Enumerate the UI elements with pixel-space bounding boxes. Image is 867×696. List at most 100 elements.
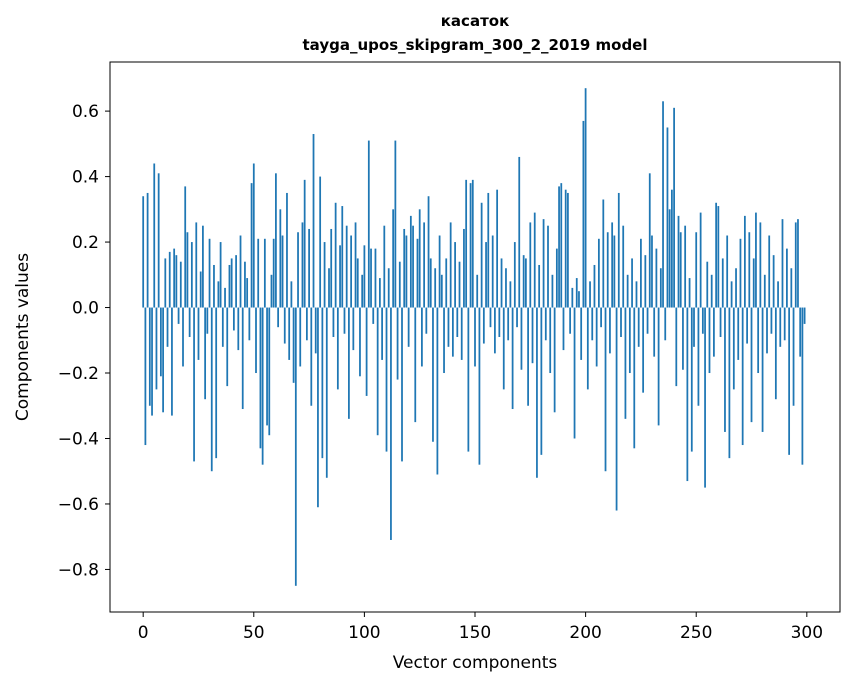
bar (449, 222, 452, 308)
bar (591, 307, 594, 341)
bar (474, 307, 476, 367)
bar (416, 238, 419, 308)
bar (281, 235, 284, 308)
x-tick-label: 300 (791, 623, 823, 643)
bar (735, 268, 737, 308)
bar (606, 232, 609, 308)
bar (748, 232, 751, 308)
bar (777, 281, 779, 308)
bar (175, 255, 178, 308)
bar (372, 307, 375, 324)
bar (564, 189, 567, 308)
bar (719, 307, 722, 337)
bar (509, 281, 512, 308)
bar (292, 307, 295, 383)
bar (471, 179, 474, 308)
bar (679, 232, 682, 308)
bar (312, 134, 315, 308)
bar (451, 307, 454, 357)
bar (336, 307, 339, 390)
y-tick-label: 0.2 (72, 233, 99, 253)
bar (186, 232, 189, 308)
bar (792, 307, 795, 406)
bar (345, 225, 348, 308)
bar (575, 278, 578, 308)
bar (299, 307, 302, 367)
bar (502, 307, 505, 390)
bar (215, 307, 218, 459)
bar (589, 281, 591, 308)
bar (670, 189, 673, 308)
bar (429, 258, 432, 308)
bar (142, 196, 145, 308)
bar (241, 307, 244, 410)
bar (498, 307, 501, 337)
bar (708, 307, 711, 374)
bar (604, 307, 607, 472)
bar (438, 235, 441, 308)
bar (781, 219, 784, 308)
bar (195, 222, 198, 308)
bar (487, 192, 490, 308)
bar (628, 307, 631, 374)
bar (600, 307, 602, 328)
bar (427, 196, 430, 308)
bar (261, 307, 264, 465)
bar (520, 307, 523, 370)
bar (699, 212, 702, 308)
y-tick-label: 0.4 (72, 168, 99, 188)
bar (529, 222, 532, 308)
bar (664, 307, 667, 341)
bar (571, 287, 574, 308)
bar (155, 307, 158, 390)
bar (365, 307, 368, 396)
bar (746, 307, 748, 344)
bar (445, 258, 448, 308)
bar (686, 307, 689, 482)
bar (286, 192, 288, 308)
bar (637, 307, 640, 347)
bar (447, 307, 450, 347)
x-tick-label: 100 (348, 623, 380, 643)
bar (246, 278, 249, 308)
bar (146, 192, 149, 308)
bar (425, 307, 428, 334)
bar (456, 307, 459, 337)
bar (396, 307, 399, 380)
bar (248, 307, 251, 341)
bar (478, 307, 481, 465)
bar (279, 209, 282, 308)
bar (250, 183, 253, 308)
bar (485, 242, 487, 308)
bar (690, 307, 693, 452)
bar (494, 307, 496, 354)
bar (602, 199, 605, 308)
bar (772, 255, 775, 308)
bar (732, 307, 735, 390)
bar (609, 307, 611, 354)
bar (755, 212, 757, 308)
x-tick-label: 50 (243, 623, 265, 643)
bar (633, 307, 636, 449)
bar (443, 307, 445, 374)
bar (332, 307, 335, 337)
bar (144, 307, 147, 446)
bar (288, 307, 291, 360)
bar (701, 307, 704, 334)
bar (263, 238, 266, 308)
bar (252, 163, 255, 308)
bar (314, 307, 317, 354)
bar (666, 127, 669, 308)
y-axis-label: Components values (13, 253, 33, 421)
bar (297, 232, 299, 308)
bar (259, 307, 262, 449)
bar (677, 215, 680, 308)
bar (524, 258, 527, 308)
bar (593, 264, 596, 308)
bar (476, 274, 479, 308)
x-tick-label: 200 (569, 623, 601, 643)
x-axis-label: Vector components (393, 653, 558, 673)
bar (799, 307, 802, 357)
bar (354, 222, 357, 308)
bar (673, 107, 675, 308)
